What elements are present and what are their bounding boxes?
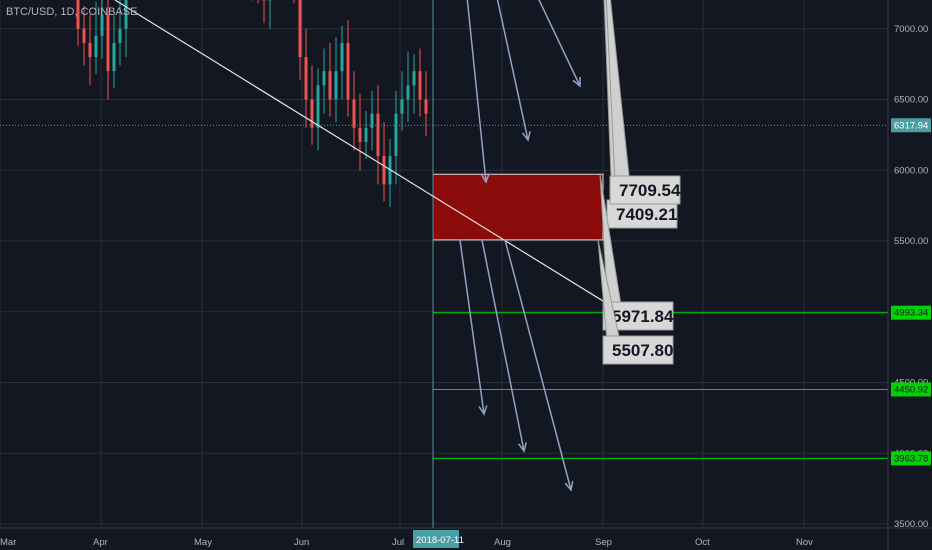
x-tick-label: Oct bbox=[695, 537, 710, 548]
x-tick-label: Jun bbox=[294, 537, 309, 548]
projection-arrow bbox=[504, 239, 572, 491]
projection-arrowhead bbox=[478, 405, 488, 416]
trendline bbox=[114, 0, 651, 331]
candle-body bbox=[346, 42, 350, 100]
current-price-tag bbox=[891, 118, 931, 133]
candle-body bbox=[412, 71, 416, 86]
y-tick-label: 6000.00 bbox=[894, 165, 928, 176]
projection-arrowhead bbox=[564, 481, 574, 492]
candle-body bbox=[310, 99, 314, 128]
support-zone bbox=[432, 173, 604, 241]
candle-body bbox=[316, 85, 320, 128]
current-date-label: 2018-07-11 bbox=[416, 535, 464, 546]
callout-label: 7409.21 bbox=[616, 205, 677, 224]
candle-body bbox=[328, 71, 332, 100]
candle-body bbox=[82, 28, 86, 43]
candle-body bbox=[376, 113, 380, 157]
candle-body bbox=[418, 71, 422, 100]
candle-body bbox=[298, 0, 302, 58]
level-price-tag bbox=[891, 305, 931, 320]
candle-body bbox=[370, 113, 374, 128]
y-tick-label: 3500.00 bbox=[894, 519, 928, 530]
y-tick-label: 6500.00 bbox=[894, 95, 928, 106]
projection-arrowhead bbox=[480, 173, 490, 184]
x-tick-label: Nov bbox=[796, 537, 813, 548]
candle-body bbox=[100, 14, 104, 36]
projection-arrow bbox=[538, 0, 581, 87]
candle-body bbox=[304, 57, 308, 100]
drawings: 7409.21 7709.54 5971.84 5507.80 bbox=[114, 0, 681, 528]
candle-body bbox=[400, 99, 404, 114]
callout-box bbox=[602, 335, 674, 365]
candle-body bbox=[364, 127, 368, 142]
current-date-tag bbox=[413, 530, 459, 548]
candle-body bbox=[112, 42, 116, 72]
zones bbox=[432, 173, 604, 241]
candle-body bbox=[358, 127, 362, 142]
candle-body bbox=[322, 71, 326, 86]
level-price-tag bbox=[891, 451, 931, 466]
projection-arrow bbox=[481, 239, 525, 452]
level-price-tag bbox=[891, 382, 931, 397]
candles bbox=[71, 0, 428, 208]
symbol-label: BTC/USD, 1D, COINBASE bbox=[6, 6, 138, 18]
projection-arrowhead bbox=[521, 131, 531, 142]
x-tick-label: Sep bbox=[595, 537, 612, 548]
candle-body bbox=[406, 85, 410, 100]
projection-arrow bbox=[496, 0, 529, 141]
projection-arrow bbox=[466, 0, 487, 183]
candle-body bbox=[106, 14, 110, 72]
candle-body bbox=[424, 99, 428, 114]
candle-body bbox=[394, 113, 398, 157]
current-price-label: 6317.94 bbox=[894, 120, 928, 131]
level-price-label: 4993.34 bbox=[894, 308, 928, 319]
x-tick-label: Jul bbox=[392, 537, 404, 548]
candle-body bbox=[340, 42, 344, 72]
x-tick-label: May bbox=[194, 537, 212, 548]
level-price-label: 3963.78 bbox=[894, 453, 928, 464]
candle-body bbox=[118, 28, 122, 43]
callout-label: 5971.84 bbox=[612, 307, 674, 326]
x-tick-label: Mar bbox=[0, 537, 16, 548]
candle-body bbox=[76, 0, 80, 29]
x-tick-label: Aug bbox=[494, 537, 511, 548]
candle-body bbox=[382, 156, 386, 185]
projection-arrowhead bbox=[517, 442, 527, 453]
candle-body bbox=[352, 99, 356, 128]
callout-label: 5507.80 bbox=[612, 341, 673, 360]
level-price-label: 4450.92 bbox=[894, 384, 928, 395]
level-lines bbox=[0, 124, 888, 459]
y-tick-label: 7000.00 bbox=[894, 24, 928, 35]
callout-box bbox=[609, 175, 681, 205]
y-tick-label: 5500.00 bbox=[894, 236, 928, 247]
callout-label: 7709.54 bbox=[619, 181, 681, 200]
projection-arrow bbox=[459, 239, 485, 415]
x-tick-label: Apr bbox=[93, 537, 108, 548]
projection-arrowhead bbox=[572, 76, 581, 88]
candle-body bbox=[88, 42, 92, 58]
candle-body bbox=[94, 35, 98, 58]
candle-body bbox=[334, 71, 338, 100]
candle-body bbox=[124, 0, 128, 29]
